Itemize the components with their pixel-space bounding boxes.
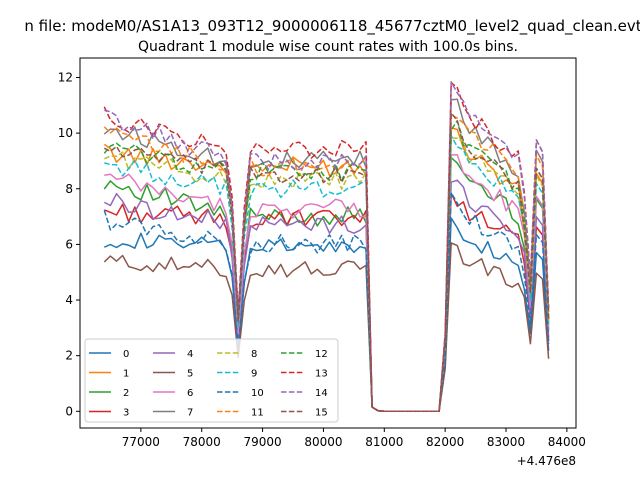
- series-line-14: [104, 81, 550, 413]
- legend-label-0: 0: [123, 349, 129, 360]
- y-tick-label: 8: [65, 182, 73, 196]
- series-line-11: [103, 114, 550, 413]
- x-tick-label: 83000: [487, 435, 525, 449]
- chart-title: Quadrant 1 module wise count rates with …: [138, 39, 518, 55]
- legend-label-5: 5: [187, 369, 193, 380]
- series-line-10: [103, 191, 550, 413]
- y-tick-label: 12: [58, 70, 73, 84]
- y-tick-label: 0: [65, 404, 73, 418]
- legend-label-8: 8: [251, 349, 257, 360]
- plot-area: [103, 81, 550, 413]
- series-line-9: [104, 135, 550, 413]
- series-line-12: [103, 119, 550, 413]
- legend-box: [84, 338, 339, 423]
- series-line-5: [103, 242, 550, 413]
- legend-label-1: 1: [123, 369, 129, 380]
- legend-label-9: 9: [251, 369, 257, 380]
- legend-label-3: 3: [123, 408, 129, 419]
- legend-label-14: 14: [315, 388, 328, 399]
- legend-label-6: 6: [187, 388, 193, 399]
- x-tick-label: 79000: [243, 435, 281, 449]
- x-tick-label: 77000: [122, 435, 160, 449]
- legend-label-15: 15: [315, 408, 328, 419]
- legend-label-12: 12: [315, 349, 328, 360]
- x-tick-label: 81000: [365, 435, 403, 449]
- legend-label-10: 10: [251, 388, 264, 399]
- axes-frame: [79, 57, 577, 429]
- y-axis: 0 2 4 6 8 10 12: [58, 70, 80, 418]
- y-tick-label: 4: [65, 293, 73, 307]
- legend-label-2: 2: [123, 388, 129, 399]
- x-tick-label: 82000: [426, 435, 464, 449]
- x-offset-label: +4.476e8: [517, 454, 576, 468]
- x-axis: 77000 78000 79000 80000 81000 82000 83000 84000: [122, 428, 586, 449]
- series-line-0: [103, 217, 550, 413]
- series-line-8: [104, 137, 550, 413]
- series-line-1: [103, 127, 550, 413]
- y-tick-label: 2: [65, 349, 73, 363]
- legend-label-4: 4: [187, 349, 193, 360]
- x-tick-label: 84000: [548, 435, 586, 449]
- legend-label-11: 11: [251, 408, 264, 419]
- legend-label-7: 7: [187, 408, 193, 419]
- series-line-13: [103, 81, 550, 413]
- series-line-4: [103, 179, 550, 413]
- y-tick-label: 6: [65, 237, 73, 251]
- legend-label-13: 13: [315, 369, 328, 380]
- y-tick-label: 10: [58, 126, 73, 140]
- series-line-6: [104, 154, 550, 413]
- figure-suptitle: n file: modeM0/AS1A13_093T12_9000006118_…: [24, 17, 640, 36]
- x-tick-label: 80000: [304, 435, 342, 449]
- series-line-15: [103, 112, 550, 413]
- x-tick-label: 78000: [183, 435, 221, 449]
